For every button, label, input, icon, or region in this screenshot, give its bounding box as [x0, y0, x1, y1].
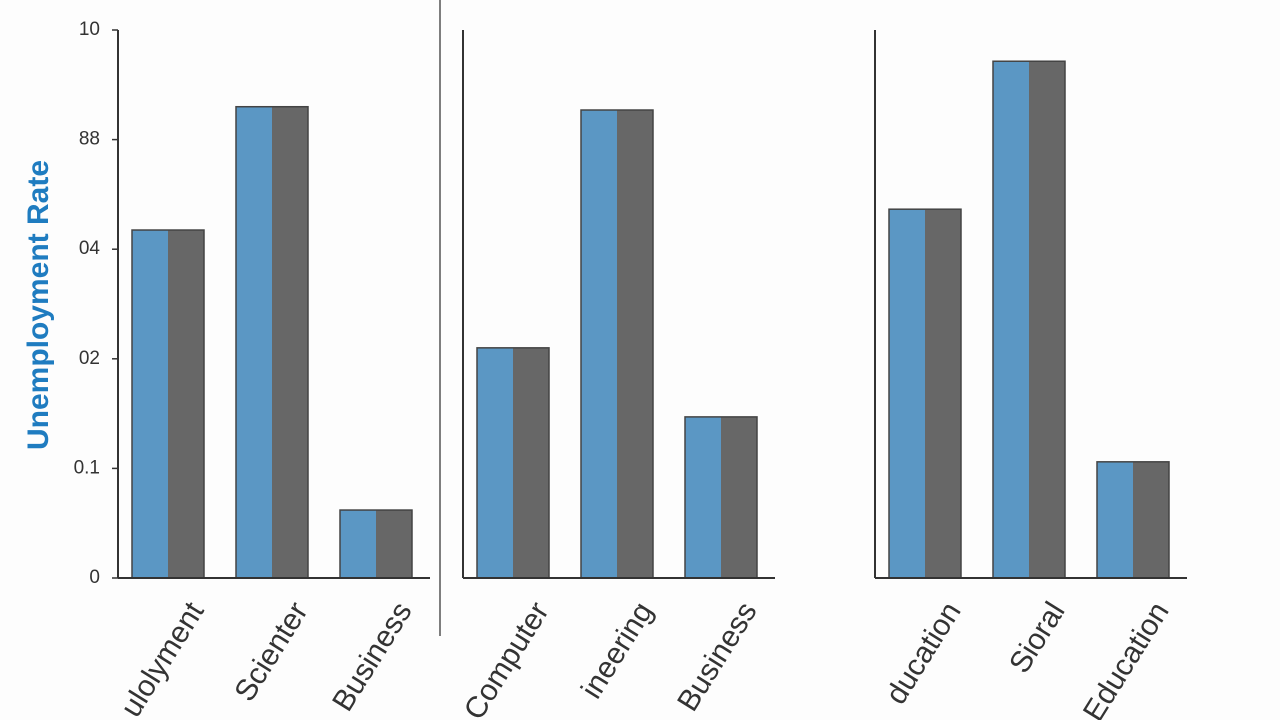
y-tick-label: 0.1	[74, 457, 100, 478]
x-tick-label: ineering	[575, 596, 660, 704]
x-tick-label: ducation	[880, 596, 968, 710]
y-tick-label: 10	[79, 19, 100, 40]
bar	[340, 510, 376, 578]
bar	[581, 110, 617, 579]
bar	[168, 230, 204, 578]
x-tick-label: Sioral	[1003, 596, 1072, 679]
bar	[376, 510, 412, 578]
bar	[1133, 461, 1169, 578]
bar	[1029, 61, 1065, 578]
bar	[477, 347, 513, 578]
y-tick-label: 04	[79, 238, 101, 259]
bar	[513, 347, 549, 578]
y-tick-label: 88	[79, 129, 100, 150]
x-tick-label: Education	[1077, 596, 1176, 720]
x-tick-label: Business	[671, 596, 763, 717]
bar	[889, 209, 925, 579]
bar	[617, 110, 653, 579]
bar	[685, 416, 721, 578]
bar	[236, 106, 272, 578]
y-tick-label: 02	[79, 348, 100, 369]
x-tick-label: Computer	[458, 596, 556, 720]
bar	[272, 106, 308, 578]
bar	[925, 209, 961, 579]
bar	[721, 416, 757, 578]
y-tick-label: 0	[89, 567, 100, 588]
x-tick-label: Business	[326, 596, 418, 717]
x-tick-label: Scienter	[228, 596, 314, 707]
bar	[132, 230, 168, 578]
y-axis-label: Unemployment Rate	[22, 160, 55, 450]
bar	[993, 61, 1029, 578]
bar	[1097, 461, 1133, 578]
x-tick-label: ulolyment	[115, 596, 211, 720]
